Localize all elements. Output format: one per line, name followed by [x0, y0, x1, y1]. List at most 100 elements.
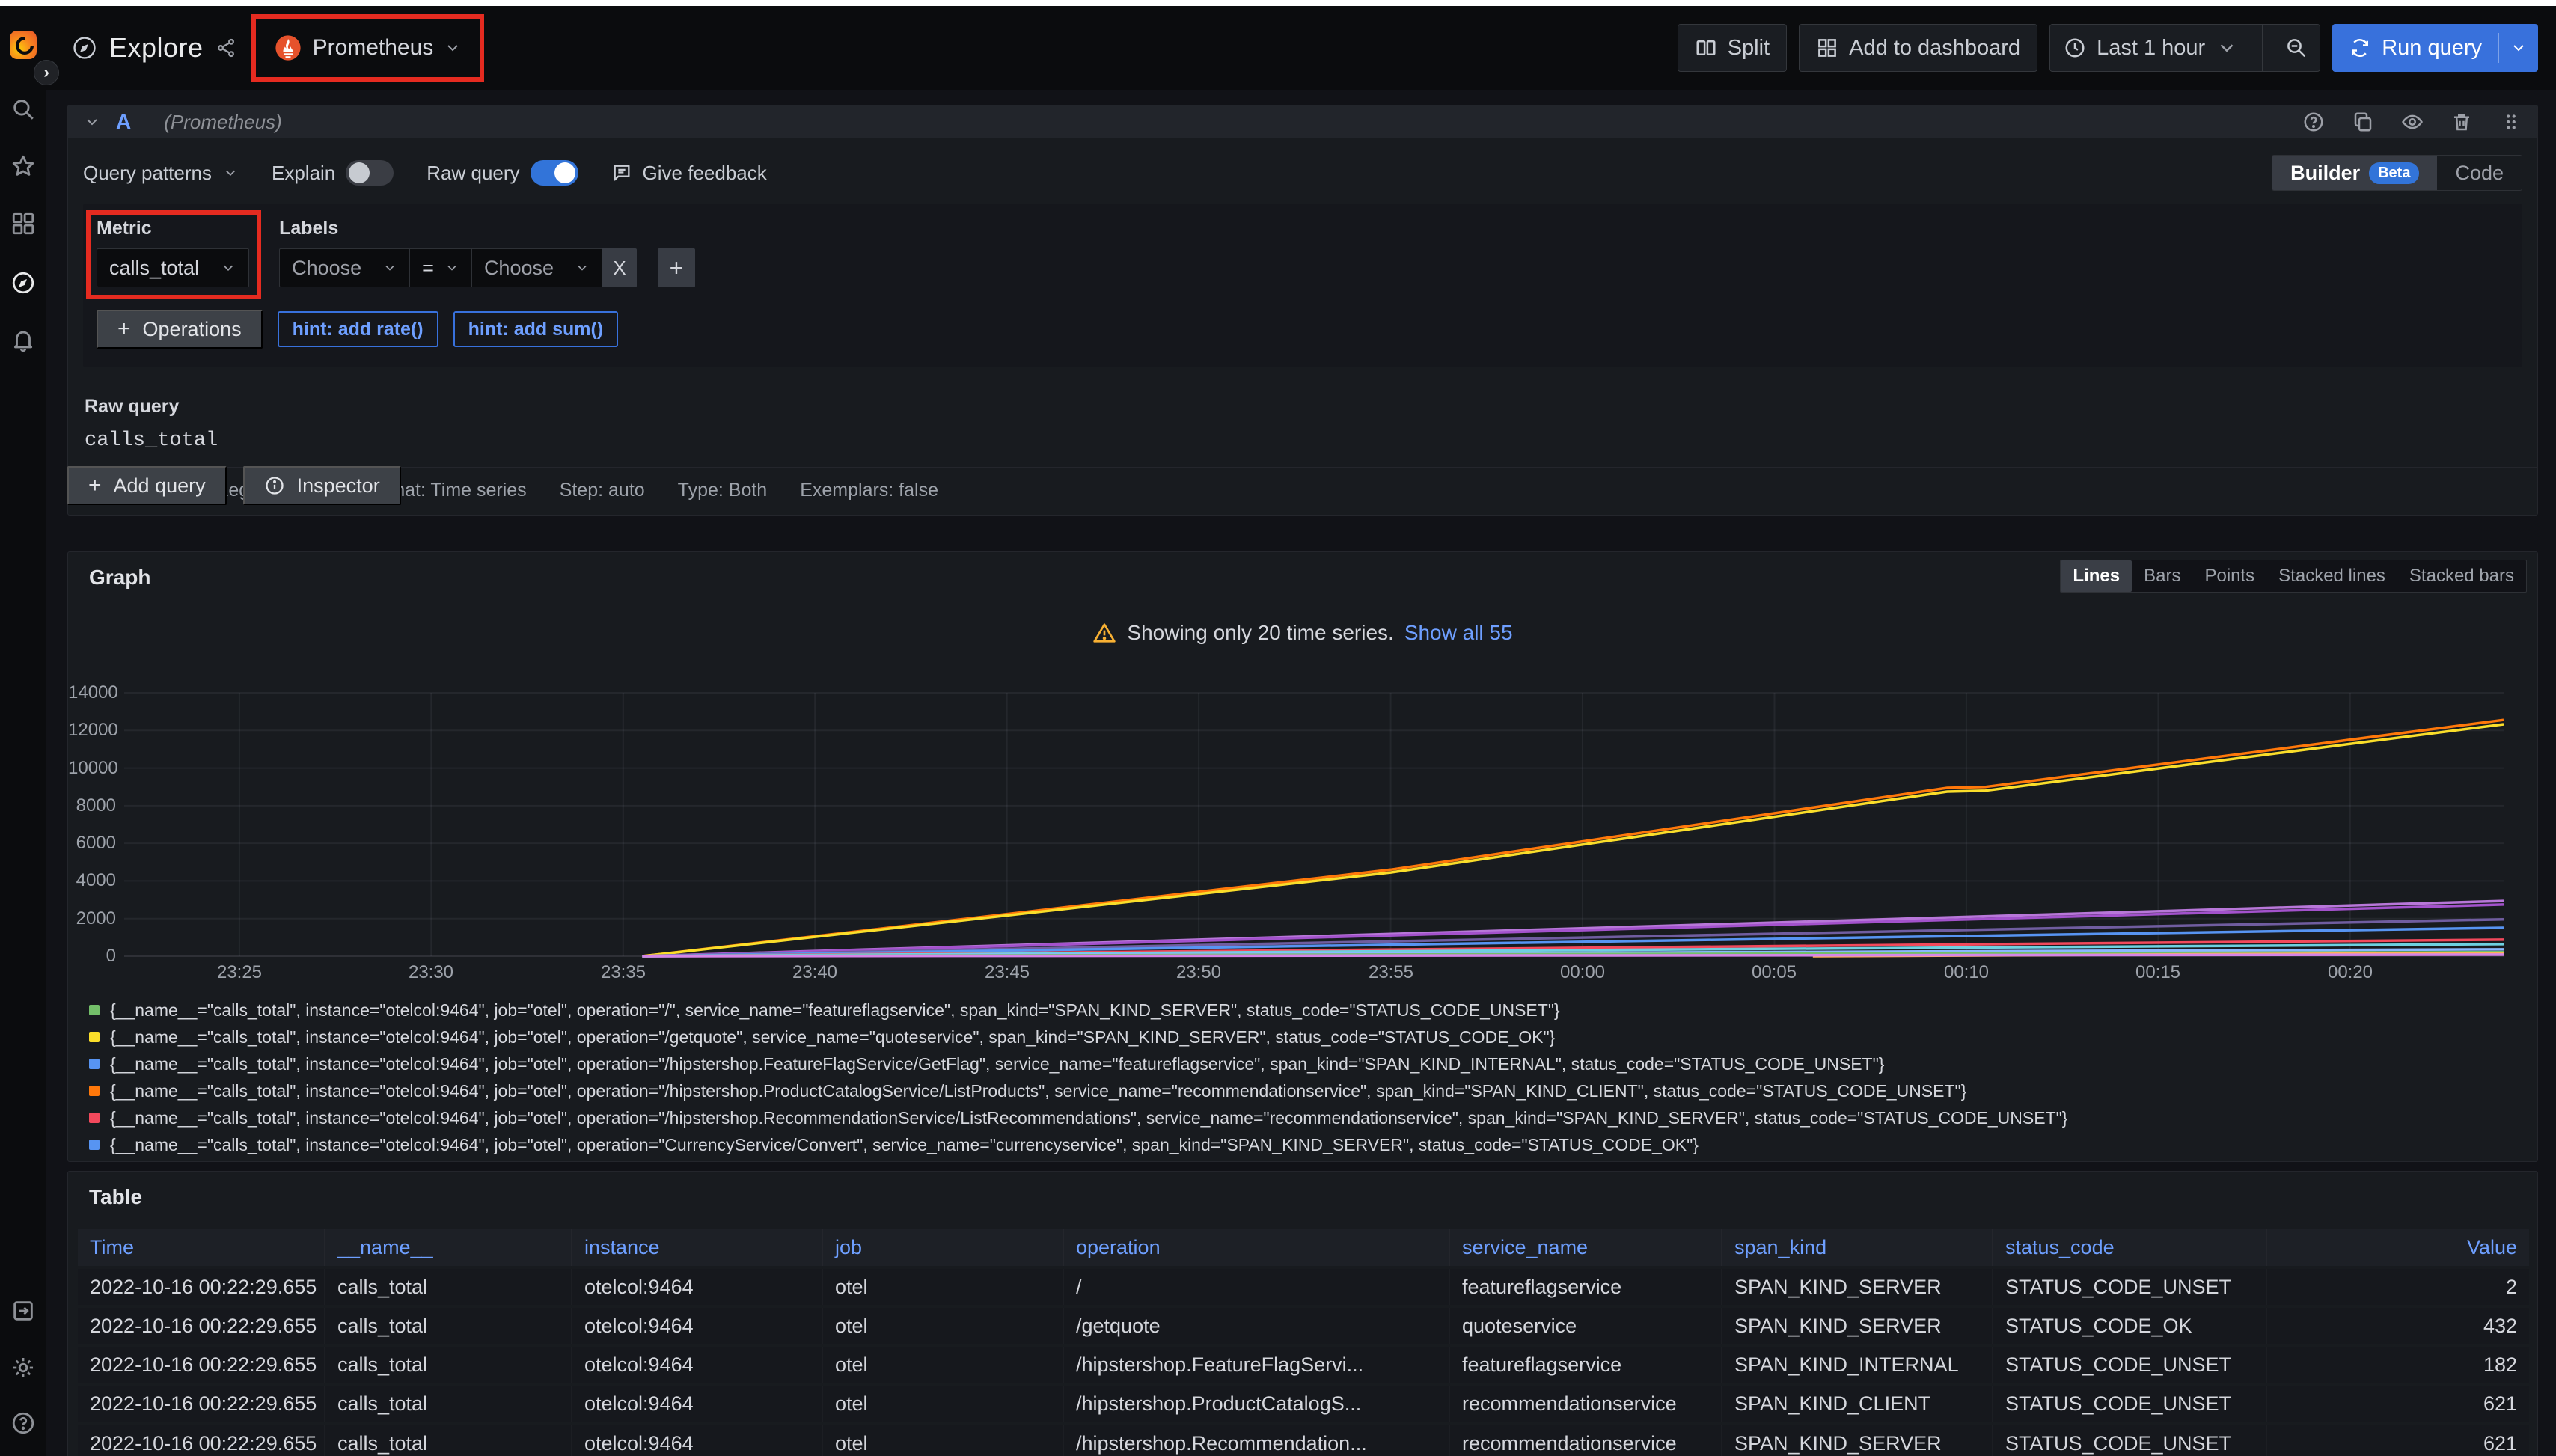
table-cell: STATUS_CODE_UNSET: [1993, 1345, 2266, 1384]
remove-label-filter-button[interactable]: X: [602, 248, 637, 287]
sidebar-item-alerting[interactable]: [10, 326, 37, 353]
sidebar-item-help[interactable]: [10, 1410, 37, 1437]
time-range-button[interactable]: Last 1 hour: [2050, 25, 2251, 71]
query-patterns-dropdown[interactable]: Query patterns: [83, 162, 239, 185]
sidebar-item-search[interactable]: [10, 96, 37, 123]
zoom-out-time-button[interactable]: [2273, 25, 2320, 71]
help-icon: [10, 1410, 36, 1436]
metric-select[interactable]: calls_total: [97, 248, 249, 287]
add-query-button[interactable]: + Add query: [67, 466, 227, 505]
builder-fields: Metric calls_total Labels Choose: [83, 204, 2522, 367]
add-operation-button[interactable]: + Operations: [97, 310, 263, 349]
search-icon: [10, 97, 36, 122]
legend-item[interactable]: {__name__="calls_total", instance="otelc…: [89, 1104, 2531, 1131]
share-icon[interactable]: [215, 37, 236, 58]
run-query-caret-button[interactable]: [2499, 39, 2538, 57]
table-cell: quoteservice: [1449, 1306, 1722, 1345]
run-query-button[interactable]: Run query: [2332, 36, 2498, 61]
hint-add-rate-button[interactable]: hint: add rate(): [278, 311, 438, 347]
table-cell: otel: [822, 1306, 1063, 1345]
drag-handle-icon[interactable]: [2500, 111, 2522, 133]
series-limit-warning: Showing only 20 time series. Show all 55: [68, 621, 2537, 645]
sidebar-item-sign-in[interactable]: [10, 1297, 37, 1324]
y-axis-tick: 14000: [68, 682, 116, 703]
grafana-logo[interactable]: [10, 31, 37, 58]
explain-toggle[interactable]: [346, 160, 394, 186]
table-cell: STATUS_CODE_OK: [1993, 1306, 2266, 1345]
graph-mode-switcher: Lines Bars Points Stacked lines Stacked …: [2060, 560, 2527, 593]
table-cell: otelcol:9464: [572, 1423, 822, 1456]
sidebar-item-starred[interactable]: [10, 153, 37, 180]
column-header-value[interactable]: Value: [2266, 1229, 2529, 1267]
add-to-dashboard-button[interactable]: Add to dashboard: [1799, 24, 2037, 72]
column-header-span-kind[interactable]: span_kind: [1722, 1229, 1993, 1267]
table-cell: recommendationservice: [1449, 1423, 1722, 1456]
mode-stacked-bars[interactable]: Stacked bars: [2397, 560, 2526, 592]
x-axis-tick: 23:50: [1161, 962, 1236, 983]
show-all-series-link[interactable]: Show all 55: [1404, 621, 1513, 645]
labels-field-group: Labels Choose = Cho: [279, 218, 695, 287]
raw-query-toggle[interactable]: [531, 160, 578, 186]
graph-plot-area[interactable]: [124, 693, 2504, 956]
hint-add-sum-button[interactable]: hint: add sum(): [453, 311, 619, 347]
datasource-picker[interactable]: Prometheus: [266, 28, 470, 68]
add-label-filter-button[interactable]: +: [658, 248, 695, 287]
legend-item[interactable]: {__name__="calls_total", instance="otelc…: [89, 1077, 2531, 1104]
graph-panel: Graph Lines Bars Points Stacked lines St…: [67, 551, 2538, 1162]
run-query-split-button: Run query: [2332, 24, 2538, 72]
legend-series-color: [89, 1113, 100, 1123]
column-header-status-code[interactable]: status_code: [1993, 1229, 2266, 1267]
give-feedback-link[interactable]: Give feedback: [611, 162, 767, 185]
legend-item[interactable]: {__name__="calls_total", instance="otelc…: [89, 1131, 2531, 1158]
legend-item[interactable]: {__name__="calls_total", instance="otelc…: [89, 1050, 2531, 1077]
table-cell: SPAN_KIND_SERVER: [1722, 1267, 1993, 1306]
table-row: 2022-10-16 00:22:29.655calls_totalotelco…: [78, 1423, 2529, 1456]
sidebar-expand-button[interactable]: ›: [34, 60, 59, 85]
split-button[interactable]: Split: [1678, 24, 1787, 72]
label-operator-select[interactable]: =: [410, 248, 472, 287]
duplicate-query-icon[interactable]: [2352, 111, 2374, 133]
graph-series-line: [642, 720, 2504, 956]
y-axis-tick: 0: [68, 946, 116, 967]
column-header-instance[interactable]: instance: [572, 1229, 822, 1267]
table-cell: recommendationservice: [1449, 1384, 1722, 1423]
navbar-actions: Split Add to dashboard Last 1 hour Run q…: [1678, 24, 2538, 72]
query-options-row[interactable]: Options Legend: Auto Format: Time series…: [68, 467, 2537, 515]
column-header-name[interactable]: __name__: [325, 1229, 572, 1267]
inspector-button[interactable]: Inspector: [243, 466, 401, 505]
mode-points[interactable]: Points: [2192, 560, 2266, 592]
builder-mode-tab[interactable]: Builder Beta: [2272, 156, 2437, 190]
help-circle-icon[interactable]: [2302, 111, 2325, 133]
x-axis-tick: 00:00: [1545, 962, 1620, 983]
legend-series-label: {__name__="calls_total", instance="otelc…: [110, 1027, 1555, 1047]
y-axis-tick: 2000: [68, 908, 116, 929]
mode-stacked-lines[interactable]: Stacked lines: [2266, 560, 2397, 592]
legend-item[interactable]: {__name__="calls_total", instance="otelc…: [89, 1024, 2531, 1050]
collapse-chevron-icon[interactable]: [83, 113, 101, 131]
chevron-down-icon: [2510, 39, 2528, 57]
compass-icon: [10, 270, 36, 296]
y-axis-tick: 12000: [68, 720, 116, 741]
hide-query-eye-icon[interactable]: [2401, 111, 2424, 133]
label-key-select[interactable]: Choose: [279, 248, 410, 287]
remove-query-trash-icon[interactable]: [2450, 111, 2473, 133]
column-header-service-name[interactable]: service_name: [1449, 1229, 1722, 1267]
column-header-job[interactable]: job: [822, 1229, 1063, 1267]
sidebar-item-explore[interactable]: [10, 269, 37, 296]
column-header-time[interactable]: Time: [78, 1229, 325, 1267]
table-cell: calls_total: [325, 1345, 572, 1384]
mode-lines[interactable]: Lines: [2061, 560, 2132, 592]
label-value-select[interactable]: Choose: [472, 248, 602, 287]
sidebar-item-configuration[interactable]: [10, 1354, 37, 1381]
sidebar-item-dashboards[interactable]: [10, 210, 37, 237]
code-mode-tab[interactable]: Code: [2437, 156, 2522, 190]
table-row: 2022-10-16 00:22:29.655calls_totalotelco…: [78, 1384, 2529, 1423]
column-header-operation[interactable]: operation: [1063, 1229, 1449, 1267]
table-cell: /: [1063, 1267, 1449, 1306]
table-panel: Table Time __name__ instance job operati…: [67, 1171, 2538, 1456]
query-row-header[interactable]: A (Prometheus): [68, 105, 2537, 138]
metric-label: Metric: [97, 218, 249, 239]
legend-item[interactable]: {__name__="calls_total", instance="otelc…: [89, 997, 2531, 1024]
mode-bars[interactable]: Bars: [2132, 560, 2192, 592]
plus-icon: +: [88, 473, 102, 498]
